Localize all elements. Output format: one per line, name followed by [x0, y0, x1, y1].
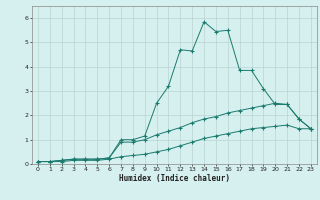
X-axis label: Humidex (Indice chaleur): Humidex (Indice chaleur) — [119, 174, 230, 183]
